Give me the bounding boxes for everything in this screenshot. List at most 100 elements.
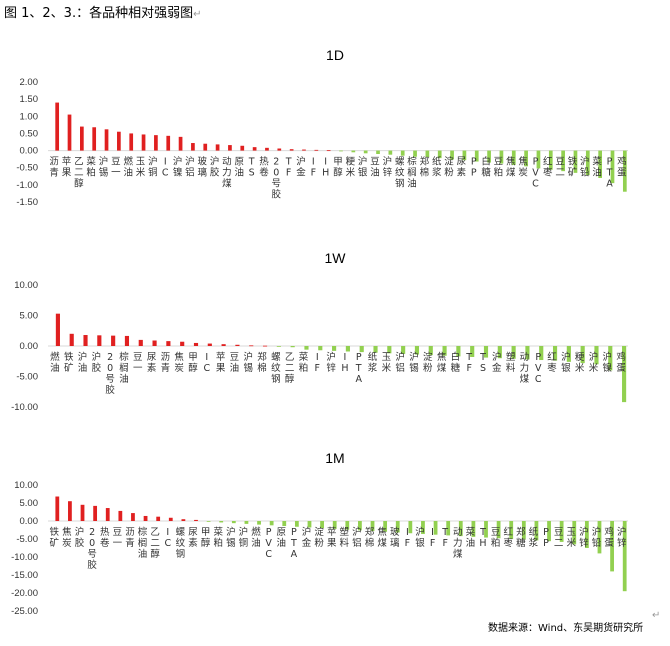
category-label: 沪锡 — [243, 351, 253, 374]
category-label: 白糖 — [451, 351, 461, 374]
bar — [314, 149, 319, 151]
bar — [332, 346, 337, 351]
chart-title: 1M — [325, 450, 344, 466]
bar — [105, 508, 110, 521]
category-label: 郑棉 — [257, 351, 267, 374]
bar — [166, 341, 171, 346]
bar — [269, 521, 274, 526]
bar — [206, 521, 211, 522]
bar — [141, 134, 146, 151]
category-label: 玻璃 — [390, 526, 400, 549]
category-label: 红枣 — [543, 156, 553, 179]
bar — [138, 339, 143, 346]
category-label: 红枣 — [547, 351, 557, 374]
bar — [181, 519, 186, 521]
category-label: 郑棉 — [365, 526, 375, 549]
category-label: 豆一 — [111, 157, 121, 179]
category-label: 燃油 — [251, 526, 261, 549]
data-source: 数据来源：Wind、东吴期货研究所 — [488, 623, 644, 634]
category-label: 沪锡 — [99, 156, 109, 179]
category-label: 焦煤 — [506, 156, 516, 179]
bar — [421, 521, 425, 534]
bar — [282, 521, 287, 527]
bar — [265, 147, 269, 151]
category-label: 苹果 — [62, 156, 72, 179]
chart-title: 1D — [326, 47, 344, 63]
category-label: 沪胶 — [210, 156, 220, 179]
category-label: 菜油 — [466, 526, 476, 549]
category-label: 豆粕 — [491, 527, 501, 549]
y-tick-label: 2.00 — [20, 77, 39, 88]
category-label: 乙二醇 — [285, 352, 295, 385]
y-tick-label: 1.00 — [20, 111, 39, 122]
category-label: 沥青 — [125, 527, 135, 549]
category-label: 沪铝 — [352, 526, 362, 549]
category-label: 动力煤 — [520, 352, 530, 385]
figure-caption: 图 1、2、3.：各品种相对强弱图↵ — [4, 2, 201, 21]
category-label: 乙二醇 — [74, 157, 84, 190]
y-tick-label: -20.00 — [11, 588, 38, 599]
category-label: 沪铅 — [592, 526, 602, 549]
category-label: 螺纹钢 — [176, 527, 186, 560]
bar — [332, 521, 337, 529]
category-label: 豆油 — [230, 352, 240, 374]
category-label: 焦煤 — [437, 351, 447, 374]
bar — [55, 102, 60, 151]
bar — [345, 521, 350, 530]
bar — [221, 344, 226, 346]
bar — [168, 517, 173, 521]
category-label: 沪铜 — [239, 526, 249, 549]
category-label: 淀粉 — [444, 156, 454, 179]
category-label: 纸浆 — [529, 526, 539, 549]
bar — [547, 521, 551, 542]
category-label: 苹果 — [327, 526, 337, 549]
bar — [191, 143, 195, 151]
category-label: 淀粉 — [314, 526, 324, 549]
category-label: 燃油 — [50, 351, 60, 374]
bar — [610, 521, 614, 572]
category-label: 苹果 — [216, 351, 226, 374]
category-label: 沪镍 — [603, 351, 613, 374]
category-label: 乙二醇 — [150, 527, 160, 560]
bar — [497, 346, 502, 359]
bar — [118, 510, 123, 521]
bar — [561, 150, 565, 172]
bar — [524, 150, 528, 167]
bar — [521, 521, 526, 540]
bar — [433, 521, 438, 535]
bar — [231, 521, 236, 524]
category-label: 纸浆 — [432, 156, 442, 179]
category-label: 螺纹钢 — [271, 352, 281, 385]
category-label: 原油 — [235, 157, 245, 179]
category-label: 菜粕 — [213, 526, 223, 549]
bar — [471, 521, 476, 537]
bar — [55, 313, 60, 346]
bar — [104, 129, 109, 151]
bar — [511, 150, 516, 165]
y-tick-label: 5.00 — [20, 498, 39, 509]
category-label: 沪锡 — [409, 351, 419, 374]
bar — [483, 346, 489, 358]
category-label: 热卷 — [100, 526, 110, 549]
bar — [622, 150, 627, 192]
bar — [622, 521, 627, 592]
bar — [358, 521, 362, 531]
bar — [180, 341, 185, 346]
bar — [194, 519, 198, 521]
bar — [257, 521, 261, 525]
category-label: 粳米 — [346, 156, 356, 179]
category-label: 沪银 — [561, 351, 571, 374]
bar — [80, 126, 84, 151]
category-label: 红枣 — [503, 526, 513, 549]
category-label: 沪金 — [302, 526, 312, 549]
bar — [83, 335, 88, 346]
bar — [154, 135, 158, 151]
category-label: 鸡蛋 — [604, 526, 614, 549]
bar — [425, 150, 430, 158]
